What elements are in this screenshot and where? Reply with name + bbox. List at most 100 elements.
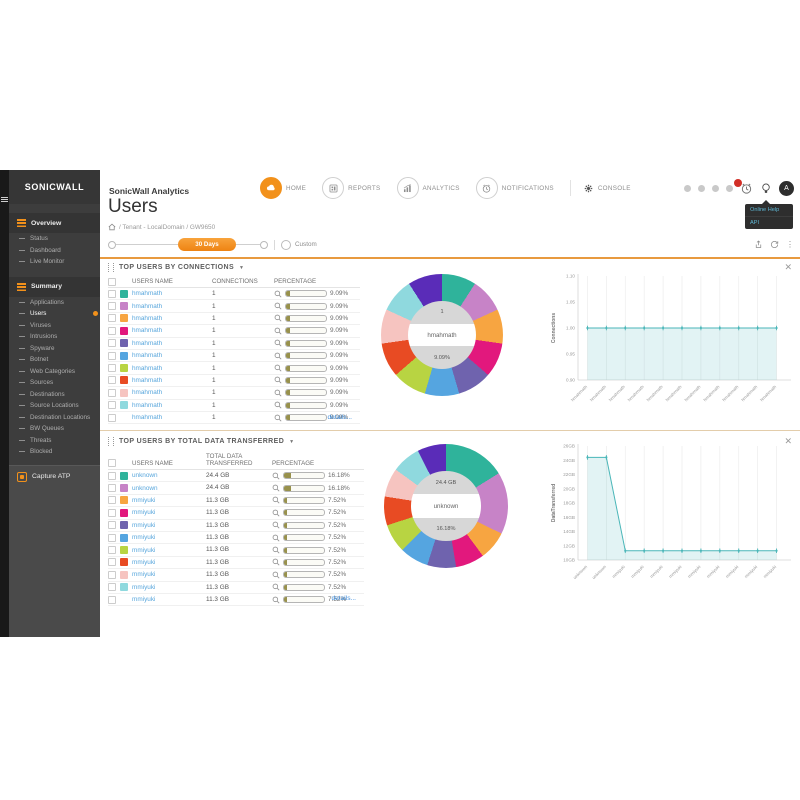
- magnifier-icon[interactable]: [272, 571, 280, 579]
- more-options-icon[interactable]: ⋮: [786, 240, 794, 249]
- magnifier-icon[interactable]: [274, 290, 282, 298]
- magnifier-icon[interactable]: [272, 534, 280, 542]
- home-icon[interactable]: [108, 223, 116, 231]
- connections-trend-chart[interactable]: 1.10 1.05 1.00 0.95 0.90 hmahmath hmahmath hmah…: [548, 268, 796, 420]
- magnifier-icon[interactable]: [274, 314, 282, 322]
- table-row[interactable]: hmahmath 1 9.09%: [108, 387, 360, 400]
- row-checkbox[interactable]: [108, 471, 116, 480]
- row-checkbox[interactable]: [108, 496, 116, 505]
- row-checkbox[interactable]: [108, 595, 116, 604]
- sidebar-item[interactable]: Applications: [9, 297, 100, 309]
- menu-item-api[interactable]: API: [745, 216, 793, 229]
- user-link[interactable]: unknown: [132, 472, 158, 480]
- sidebar-item[interactable]: Web Categories: [9, 366, 100, 378]
- user-link[interactable]: unknown: [132, 484, 158, 492]
- sidebar-group-overview[interactable]: Overview: [9, 213, 100, 233]
- magnifier-icon[interactable]: [274, 401, 282, 409]
- table-row[interactable]: hmahmath 1 9.09%: [108, 375, 360, 388]
- magnifier-icon[interactable]: [274, 389, 282, 397]
- magnifier-icon[interactable]: [274, 376, 282, 384]
- sidebar-item[interactable]: Viruses: [9, 320, 100, 332]
- row-checkbox[interactable]: [108, 302, 116, 311]
- avatar[interactable]: A: [779, 181, 794, 196]
- table-row[interactable]: mmiyuki 11.3 GB 7.52%: [108, 557, 364, 570]
- user-link[interactable]: mmiyuki: [132, 583, 156, 591]
- row-checkbox[interactable]: [108, 508, 116, 517]
- sidebar-item[interactable]: Blocked: [9, 446, 100, 458]
- magnifier-icon[interactable]: [272, 484, 280, 492]
- status-dot[interactable]: [712, 185, 719, 192]
- row-checkbox[interactable]: [108, 351, 116, 360]
- sidebar-item[interactable]: Botnet: [9, 354, 100, 366]
- row-checkbox[interactable]: [108, 289, 116, 298]
- status-dot[interactable]: [726, 185, 733, 192]
- table-row[interactable]: hmahmath 1 9.09%: [108, 288, 360, 301]
- help-bulb-icon[interactable]: [760, 182, 772, 195]
- user-link[interactable]: hmahmath: [132, 302, 163, 310]
- connections-donut-chart[interactable]: 1 hmahmath 9.09%: [381, 274, 503, 396]
- nav-home[interactable]: HOME: [260, 177, 306, 199]
- row-checkbox[interactable]: [108, 388, 116, 397]
- export-icon[interactable]: [754, 240, 763, 249]
- row-checkbox[interactable]: [108, 364, 116, 373]
- chevron-down-icon[interactable]: ▼: [289, 438, 295, 445]
- magnifier-icon[interactable]: [272, 472, 280, 480]
- table-row[interactable]: mmiyuki 11.3 GB 7.52%: [108, 507, 364, 520]
- user-link[interactable]: mmiyuki: [132, 546, 156, 554]
- user-link[interactable]: mmiyuki: [132, 521, 156, 529]
- magnifier-icon[interactable]: [272, 583, 280, 591]
- nav-notifications[interactable]: NOTIFICATIONS: [475, 177, 554, 199]
- magnifier-icon[interactable]: [272, 509, 280, 517]
- user-link[interactable]: hmahmath: [132, 401, 163, 409]
- nav-analytics[interactable]: ANALYTICS: [396, 177, 460, 199]
- slider-track[interactable]: [116, 244, 178, 245]
- user-link[interactable]: hmahmath: [132, 414, 163, 422]
- row-checkbox[interactable]: [108, 314, 116, 323]
- data-transferred-trend-chart[interactable]: 26GB 24GB 22GB 20GB 18GB 16GB 14GB 12GB 10GB unkn…: [548, 438, 796, 600]
- magnifier-icon[interactable]: [274, 327, 282, 335]
- magnifier-icon[interactable]: [272, 596, 280, 604]
- close-icon[interactable]: ✕: [784, 436, 792, 446]
- table-row[interactable]: hmahmath 1 9.09%: [108, 350, 360, 363]
- slider-track[interactable]: [236, 244, 260, 245]
- table-row[interactable]: hmahmath 1 9.09%: [108, 412, 360, 425]
- slider-end-handle[interactable]: [260, 240, 268, 249]
- drag-handle-icon[interactable]: [108, 263, 114, 272]
- sidebar-item[interactable]: Destinations: [9, 389, 100, 401]
- user-link[interactable]: hmahmath: [132, 339, 163, 347]
- select-all-checkbox[interactable]: [108, 459, 116, 467]
- alerts-clock-icon[interactable]: [734, 179, 753, 195]
- user-link[interactable]: hmahmath: [132, 314, 163, 322]
- user-link[interactable]: hmahmath: [132, 389, 163, 397]
- user-link[interactable]: mmiyuki: [132, 534, 156, 542]
- user-link[interactable]: hmahmath: [132, 376, 163, 384]
- user-link[interactable]: mmiyuki: [132, 596, 156, 604]
- slider-start-handle[interactable]: [108, 240, 116, 249]
- details-link[interactable]: details...: [327, 414, 352, 421]
- table-row[interactable]: hmahmath 1 9.09%: [108, 362, 360, 375]
- row-checkbox[interactable]: [108, 339, 116, 348]
- user-link[interactable]: hmahmath: [132, 290, 163, 298]
- sidebar-item[interactable]: Spyware: [9, 343, 100, 355]
- row-checkbox[interactable]: [108, 521, 116, 530]
- menu-icon[interactable]: [1, 196, 8, 203]
- table-row[interactable]: mmiyuki 11.3 GB 7.52%: [108, 532, 364, 545]
- table-row[interactable]: unknown 24.4 GB 16.18%: [108, 470, 364, 483]
- menu-item-online-help[interactable]: Online Help: [750, 207, 780, 213]
- sidebar-item[interactable]: Dashboard: [9, 245, 100, 257]
- user-link[interactable]: mmiyuki: [132, 496, 156, 504]
- details-link[interactable]: details...: [331, 595, 356, 602]
- magnifier-icon[interactable]: [272, 546, 280, 554]
- user-link[interactable]: hmahmath: [132, 327, 163, 335]
- user-link[interactable]: mmiyuki: [132, 571, 156, 579]
- sidebar-item[interactable]: Threats: [9, 435, 100, 447]
- row-checkbox[interactable]: [108, 570, 116, 579]
- row-checkbox[interactable]: [108, 484, 116, 493]
- table-row[interactable]: hmahmath 1 9.09%: [108, 325, 360, 338]
- row-checkbox[interactable]: [108, 583, 116, 592]
- table-row[interactable]: mmiyuki 11.3 GB 7.52%: [108, 569, 364, 582]
- user-link[interactable]: mmiyuki: [132, 509, 156, 517]
- row-checkbox[interactable]: [108, 401, 116, 410]
- table-row[interactable]: unknown 24.4 GB 16.18%: [108, 482, 364, 495]
- magnifier-icon[interactable]: [274, 302, 282, 310]
